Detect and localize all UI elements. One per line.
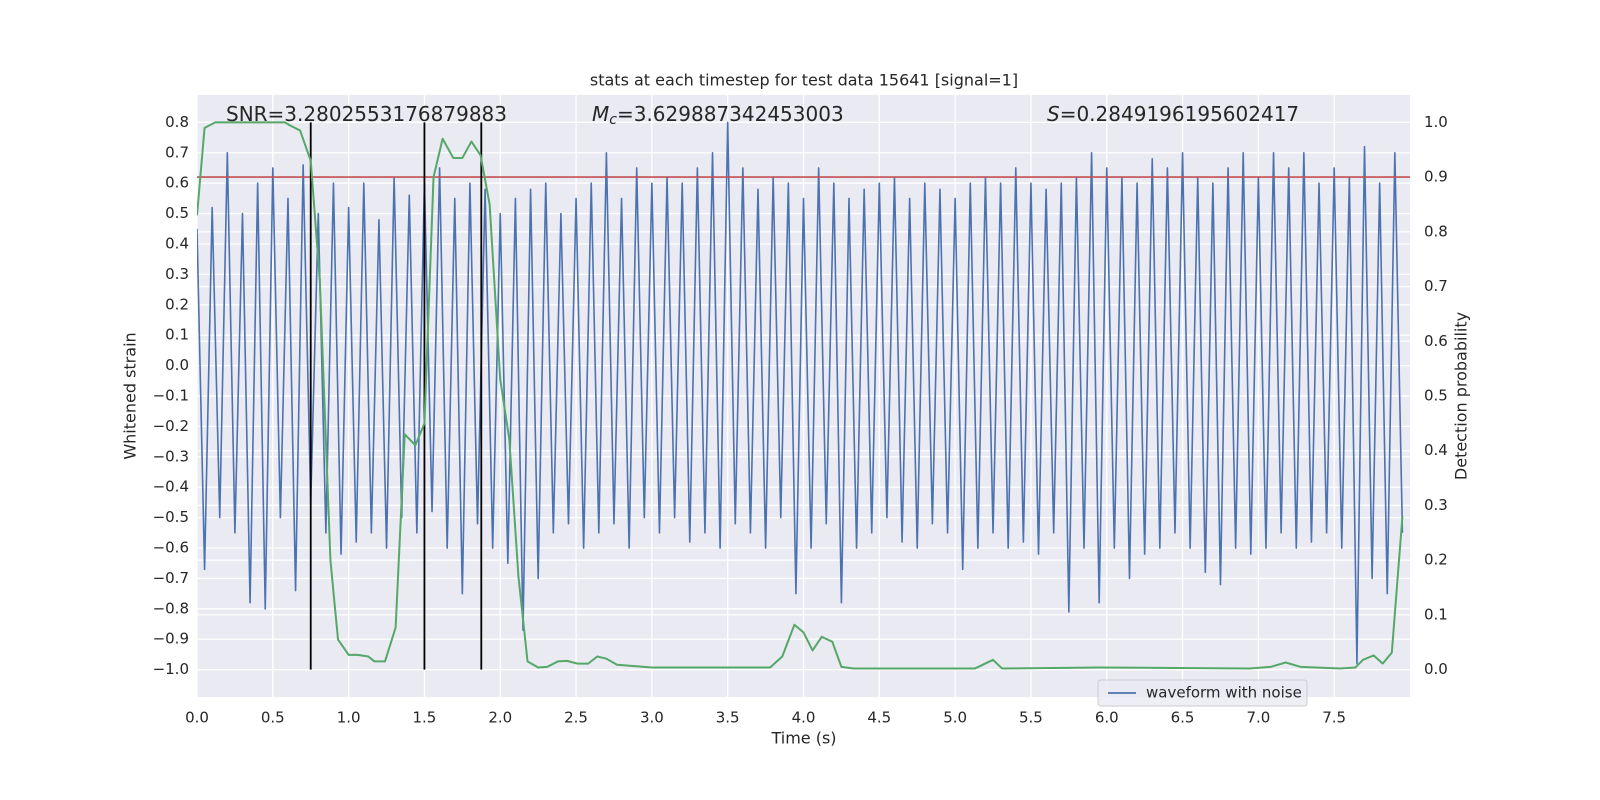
annotation: SNR=3.2802553176879883 [226, 102, 507, 126]
y-axis-label: Whitened strain [121, 332, 140, 459]
y-tick-label: 0.8 [165, 113, 189, 131]
x-tick-label: 7.5 [1322, 709, 1346, 727]
x-tick-label: 4.0 [792, 709, 816, 727]
y2-tick-label: 0.5 [1424, 387, 1448, 405]
y2-tick-label: 1.0 [1424, 113, 1448, 131]
chart-title: stats at each timestep for test data 156… [590, 71, 1018, 90]
y-tick-label: −0.2 [153, 417, 189, 435]
annotation-text: SNR=3.2802553176879883 [226, 102, 507, 126]
x-tick-label: 5.0 [943, 709, 967, 727]
y2-tick-label: 0.1 [1424, 605, 1448, 623]
y-tick-label: −0.4 [153, 478, 189, 496]
x-tick-label: 5.5 [1019, 709, 1043, 727]
labels: 0.0 0.5 1.0 1.5 2.0 2.5 3.0 3.5 4.0 4.5 5.0 5.5 6.0 6… [153, 102, 1448, 727]
x-tick-label: 1.5 [413, 709, 437, 727]
series-line [197, 121, 1404, 665]
x-tick-label: 3.0 [640, 709, 664, 727]
x-tick-label: 0.0 [185, 709, 209, 727]
annotation-subscript: c [609, 112, 617, 128]
annotation: Mc=3.629887342453003 [592, 102, 844, 129]
y2-tick-label: 0.3 [1424, 496, 1448, 514]
y-tick-label: 0.0 [165, 356, 189, 374]
y2-axis-label: Detection probability [1452, 312, 1471, 480]
y2-tick-label: 0.8 [1424, 222, 1448, 240]
y-tick-label: −0.6 [153, 539, 189, 557]
legend-box [1097, 679, 1308, 707]
y-tick-label: −0.3 [153, 447, 189, 465]
annotation-symbol: M [592, 102, 609, 126]
y-tick-label: −0.5 [153, 508, 189, 526]
x-axis-label: Time (s) [770, 729, 836, 748]
y2-tick-label: 0.9 [1424, 168, 1448, 186]
grid [196, 95, 1410, 697]
annotation-text: =0.2849196195602417 [1060, 102, 1299, 126]
y-tick-label: 0.5 [165, 204, 189, 222]
x-tick-label: 1.0 [337, 709, 361, 727]
y-tick-label: −0.8 [153, 599, 189, 617]
x-tick-label: 6.0 [1095, 709, 1119, 727]
y-tick-label: −0.1 [153, 387, 189, 405]
annotation-text: =3.629887342453003 [617, 102, 844, 126]
y-tick-label: 0.4 [165, 234, 189, 252]
y-tick-label: 0.1 [165, 326, 189, 344]
annotation: S=0.2849196195602417 [1047, 102, 1299, 126]
y2-tick-label: 0.0 [1424, 660, 1448, 678]
x-tick-label: 7.0 [1246, 709, 1270, 727]
y2-tick-label: 0.4 [1424, 441, 1448, 459]
x-tick-label: 6.5 [1171, 709, 1195, 727]
y2-tick-label: 0.2 [1424, 551, 1448, 569]
plot-area [197, 121, 1410, 670]
x-tick-label: 2.5 [564, 709, 588, 727]
legend-label: waveform with noise [1146, 684, 1302, 702]
series-line [197, 121, 1404, 670]
y-tick-label: −0.7 [153, 569, 189, 587]
y-tick-label: −1.0 [153, 660, 189, 678]
x-tick-label: 0.5 [261, 709, 285, 727]
annotation-symbol: S [1047, 102, 1060, 126]
y-tick-label: 0.2 [165, 295, 189, 313]
x-tick-label: 4.5 [867, 709, 891, 727]
y2-tick-label: 0.6 [1424, 332, 1448, 350]
y-tick-label: 0.3 [165, 265, 189, 283]
y-tick-label: 0.6 [165, 174, 189, 192]
y-tick-label: −0.9 [153, 630, 189, 648]
y2-tick-label: 0.7 [1424, 277, 1448, 295]
x-tick-label: 3.5 [716, 709, 740, 727]
y-tick-label: 0.7 [165, 143, 189, 161]
x-tick-label: 2.0 [488, 709, 512, 727]
